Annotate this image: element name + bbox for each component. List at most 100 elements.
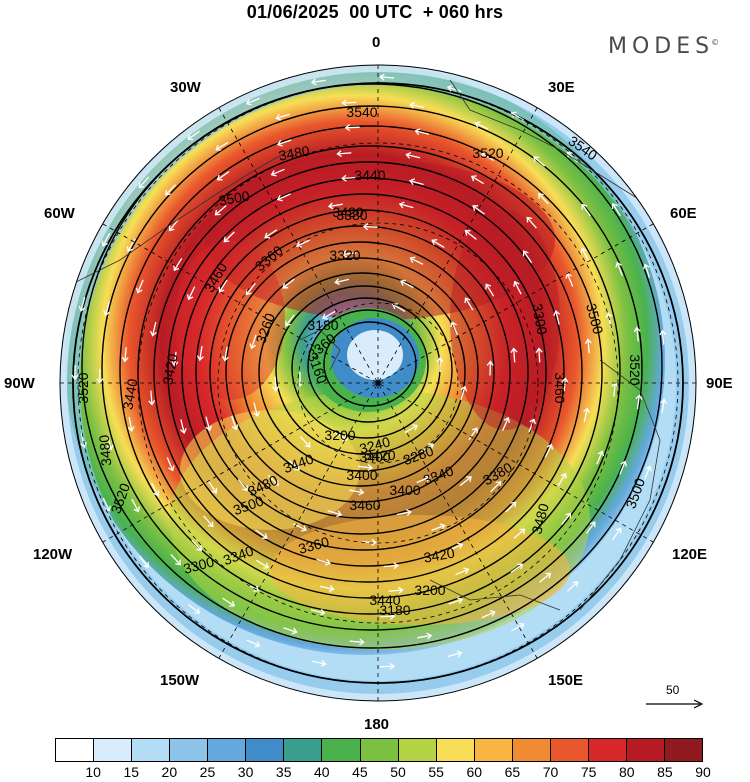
wind-arrow: [502, 416, 511, 431]
lon-label-60w: 60W: [44, 205, 75, 222]
contour-label: 3320: [329, 247, 360, 263]
wind-arrow: [450, 321, 459, 336]
colorbar-tick-label: 80: [618, 764, 635, 780]
wind-arrow: [170, 553, 182, 566]
wind-arrow: [486, 360, 494, 376]
lon-label-120w: 120W: [33, 546, 73, 563]
wind-arrow: [455, 567, 470, 576]
colorbar-tick-label: 65: [504, 764, 521, 780]
lon-label-90e: 90E: [706, 375, 733, 392]
wind-arrow: [264, 229, 278, 239]
wind-arrow: [231, 415, 239, 431]
colorbar-tick-label: 45: [352, 764, 368, 780]
wind-arrow: [511, 622, 525, 632]
wind-arrow: [561, 512, 572, 525]
contour-label: 3480: [528, 501, 552, 535]
wind-arrow: [596, 450, 605, 465]
wind-arrow: [470, 175, 485, 185]
lon-label-150e: 150E: [548, 672, 584, 689]
wind-arrow: [218, 279, 228, 293]
wind-arrow: [459, 476, 472, 487]
wind-arrow: [148, 390, 156, 406]
wind-arrow: [513, 280, 522, 295]
contour-label: 3520: [472, 145, 503, 161]
wind-arrow: [223, 231, 235, 243]
wind-arrow: [398, 201, 414, 209]
wind-arrow: [400, 279, 414, 289]
wind-arrow: [237, 479, 248, 492]
wind-arrow: [106, 435, 114, 451]
contour-label: 3480: [96, 434, 115, 467]
contour-label: 3500: [217, 187, 251, 208]
contour-label: 3420: [422, 544, 456, 565]
wind-arrow: [96, 368, 104, 384]
contour-label: 3400: [359, 449, 390, 465]
contour-label: 3300: [529, 302, 550, 336]
wind-arrow: [249, 334, 257, 350]
map-border: [59, 64, 697, 702]
wind-arrow: [584, 338, 592, 354]
wind-arrow: [207, 480, 218, 494]
wind-arrow: [310, 78, 326, 86]
wind-arrow: [276, 193, 291, 202]
contour-label: 3440: [119, 377, 140, 411]
colorbar-swatch: [284, 739, 323, 761]
wind-arrow: [173, 257, 183, 272]
contour-label: 3400: [346, 467, 377, 483]
contour-label: 3300: [182, 553, 216, 577]
wind-arrow: [460, 385, 468, 401]
colorbar-tick-label: 20: [161, 764, 178, 780]
contour-label: 3520: [627, 354, 643, 385]
wind-arrow: [633, 326, 641, 342]
colorbar-tick-label: 15: [123, 764, 140, 780]
contour-label: 3360: [297, 533, 331, 557]
wind-arrow: [214, 205, 227, 216]
wind-arrow: [580, 247, 589, 262]
wind-arrow: [334, 278, 350, 286]
contour-label: 3460: [552, 372, 568, 403]
wind-arrow: [510, 111, 524, 121]
wind-arrow: [80, 433, 87, 448]
wind-arrow: [485, 283, 495, 297]
wind-arrow: [327, 510, 343, 518]
wind-arrow: [311, 659, 327, 667]
wind-arrow: [553, 310, 561, 325]
colorbar-tick-label: 70: [542, 764, 559, 780]
wind-arrow: [336, 150, 352, 158]
wind-arrow: [101, 233, 111, 247]
wind-arrow: [319, 585, 335, 592]
wind-arrow: [561, 377, 569, 393]
contour-label: 3200: [324, 427, 355, 443]
brand-name: MODES: [608, 34, 715, 59]
wind-arrow: [464, 297, 474, 311]
wind-arrow: [139, 555, 149, 568]
colorbar-tick-label: 85: [657, 764, 673, 780]
wind-arrow: [78, 296, 86, 312]
wind-arrow: [472, 205, 485, 215]
wind-arrow: [436, 356, 444, 372]
wind-arrow: [341, 99, 357, 107]
wind-arrow: [327, 202, 343, 210]
height-contours: [81, 83, 663, 649]
wind-arrow: [404, 424, 419, 434]
lon-label-90w: 90W: [4, 375, 35, 392]
wind-speed-field: [60, 65, 696, 701]
wind-arrow: [446, 84, 462, 93]
wind-arrow: [585, 521, 596, 534]
wind-arrow: [299, 436, 311, 448]
contour-label: 3420: [332, 204, 363, 220]
wind-arrow: [380, 662, 396, 671]
colorbar-tick-label: 50: [390, 764, 406, 780]
wind-arrow: [417, 632, 433, 640]
wind-arrow: [341, 250, 357, 258]
colorbar-tick-label: 60: [466, 764, 483, 780]
colorbar-tick-label: 55: [428, 764, 444, 780]
contour-label: 3460: [349, 497, 380, 513]
wind-arrow: [316, 558, 331, 566]
wind-arrow: [449, 542, 464, 551]
wind-arrow: [168, 219, 179, 232]
colorbar-swatch: [246, 739, 285, 761]
lon-label-180: 180: [364, 716, 390, 733]
wind-arrow: [537, 192, 549, 205]
